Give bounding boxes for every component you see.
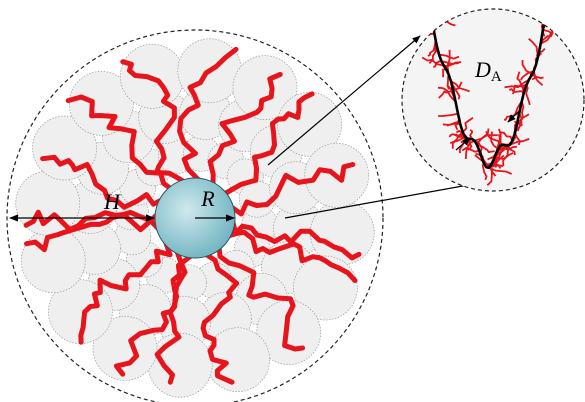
blob	[277, 91, 342, 157]
side-chain	[520, 70, 534, 81]
side-chain	[421, 56, 444, 67]
blob	[232, 55, 298, 120]
side-chain	[442, 68, 447, 78]
blob	[68, 71, 134, 136]
height-label: H	[103, 189, 121, 214]
polymer-chain	[154, 253, 194, 385]
side-chain	[469, 129, 474, 140]
side-chain	[461, 146, 480, 153]
polymer-chain	[216, 244, 306, 352]
polymer-chain	[177, 46, 239, 183]
side-chain	[438, 112, 459, 117]
blob	[309, 200, 375, 266]
side-chain	[525, 84, 531, 106]
polymer-chain	[226, 229, 358, 284]
chain-layer	[23, 46, 362, 385]
side-chain	[476, 128, 490, 146]
polymer-chain	[65, 94, 174, 192]
side-chain	[486, 165, 493, 186]
side-chain	[437, 86, 457, 103]
polymer-chain	[221, 91, 315, 197]
polymer-chain	[230, 219, 362, 261]
side-chain	[516, 112, 523, 132]
diameter-symbol: D	[474, 57, 491, 82]
side-chain	[545, 12, 564, 19]
polymer-chain	[200, 251, 240, 385]
side-chain	[548, 2, 563, 8]
polymer-chain	[228, 162, 356, 217]
side-chain	[499, 131, 514, 142]
backbone	[430, 9, 552, 170]
blob	[147, 332, 213, 398]
side-chain	[443, 61, 462, 68]
side-chain	[481, 162, 488, 181]
side-chain	[448, 133, 466, 138]
polymer-chain	[78, 239, 173, 345]
side-chain	[506, 145, 516, 156]
side-chain	[509, 138, 530, 146]
side-chain	[487, 144, 511, 161]
side-chain	[490, 131, 499, 150]
side-chain	[549, 9, 557, 11]
side-chain	[504, 79, 530, 89]
polymer-chain	[207, 71, 283, 187]
radius-label: R	[200, 186, 215, 211]
brush-boundary	[6, 29, 384, 402]
diameter-label: DA	[474, 57, 502, 85]
zoom-arrow	[267, 35, 421, 166]
inset-layer	[414, 2, 564, 186]
side-chain	[428, 45, 438, 65]
polymer-chain	[120, 59, 187, 185]
polymer-chain	[40, 154, 164, 210]
blob	[32, 115, 97, 181]
diameter-arrow	[507, 109, 521, 123]
side-chain	[462, 116, 474, 133]
side-chain	[438, 53, 460, 60]
zoom-arrow	[284, 178, 497, 219]
diameter-subscript: A	[491, 69, 502, 85]
side-chain	[529, 9, 548, 16]
side-chain	[488, 166, 512, 175]
polymer-chain	[24, 209, 162, 253]
polymer-chain	[113, 249, 188, 377]
side-chain	[520, 101, 525, 118]
side-chain	[485, 131, 504, 146]
diameter-arrow	[455, 137, 471, 151]
